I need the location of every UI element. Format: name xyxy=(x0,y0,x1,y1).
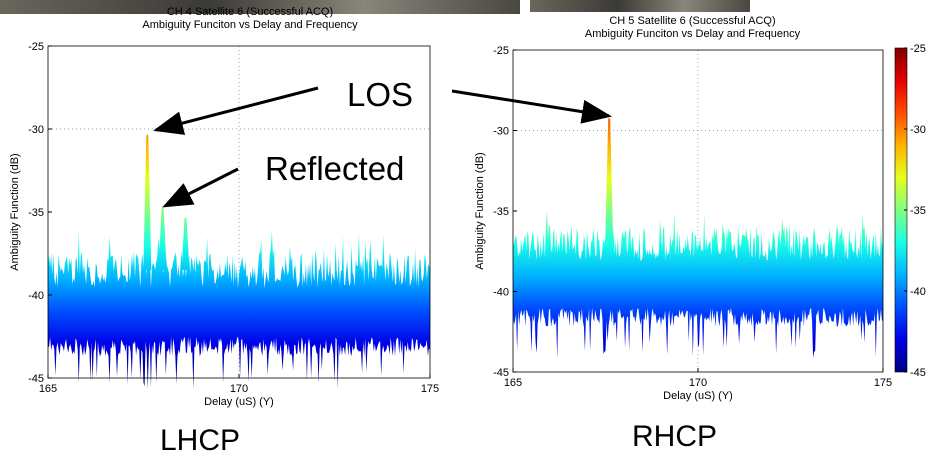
los-annotation: LOS xyxy=(347,76,414,113)
colorbar-tick-label: -30 xyxy=(910,124,926,136)
y-tick-label: -25 xyxy=(28,41,44,53)
y-axis-label: Ambiguity Function (dB) xyxy=(474,152,486,269)
x-axis-label: Delay (uS) (Y) xyxy=(204,396,274,408)
rhcp-label: RHCP xyxy=(632,420,718,453)
x-tick-label: 175 xyxy=(874,377,892,389)
y-tick-label: -30 xyxy=(493,126,509,138)
right-chart-title: CH 5 Satellite 6 (Successful ACQ) xyxy=(609,15,776,27)
y-axis-label: Ambiguity Function (dB) xyxy=(9,153,21,270)
background-photo-strip xyxy=(0,0,520,14)
reflected-annotation: Reflected xyxy=(265,150,405,187)
x-tick-label: 170 xyxy=(230,383,248,395)
y-tick-label: -30 xyxy=(28,124,44,136)
x-tick-label: 175 xyxy=(421,383,439,395)
colorbar-tick-label: -45 xyxy=(910,367,926,379)
lhcp-label: LHCP xyxy=(160,424,241,457)
y-tick-label: -40 xyxy=(28,290,44,302)
background-photo-strip-right xyxy=(530,0,750,12)
y-tick-label: -25 xyxy=(493,45,509,57)
x-tick-label: 165 xyxy=(39,383,57,395)
y-tick-label: -45 xyxy=(28,373,44,385)
x-axis-label: Delay (uS) (Y) xyxy=(663,390,733,402)
noise-band xyxy=(513,210,883,359)
left-chart-subtitle: Ambiguity Funciton vs Delay and Frequenc… xyxy=(142,19,358,31)
y-tick-label: -45 xyxy=(493,367,509,379)
x-tick-label: 170 xyxy=(689,377,707,389)
colorbar-tick-label: -25 xyxy=(910,43,926,55)
peak-2 xyxy=(181,216,190,271)
peak-0 xyxy=(143,133,152,271)
y-tick-label: -35 xyxy=(28,207,44,219)
y-tick-label: -40 xyxy=(493,287,509,299)
colorbar-tick-label: -35 xyxy=(910,205,926,217)
colorbar-tick-label: -40 xyxy=(910,286,926,298)
peak-1 xyxy=(158,205,167,271)
right-chart-subtitle: Ambiguity Funciton vs Delay and Frequenc… xyxy=(584,28,801,40)
peak-0 xyxy=(605,117,614,244)
left-chart-title: CH 4 Satellite 6 (Successful ACQ) xyxy=(166,6,334,18)
left-chart-title-block: CH 4 Satellite 6 (Successful ACQ) Ambigu… xyxy=(60,6,440,32)
y-tick-label: -35 xyxy=(493,206,509,218)
x-tick-label: 165 xyxy=(504,377,522,389)
right-chart-title-block: CH 5 Satellite 6 (Successful ACQ) Ambigu… xyxy=(500,15,885,41)
